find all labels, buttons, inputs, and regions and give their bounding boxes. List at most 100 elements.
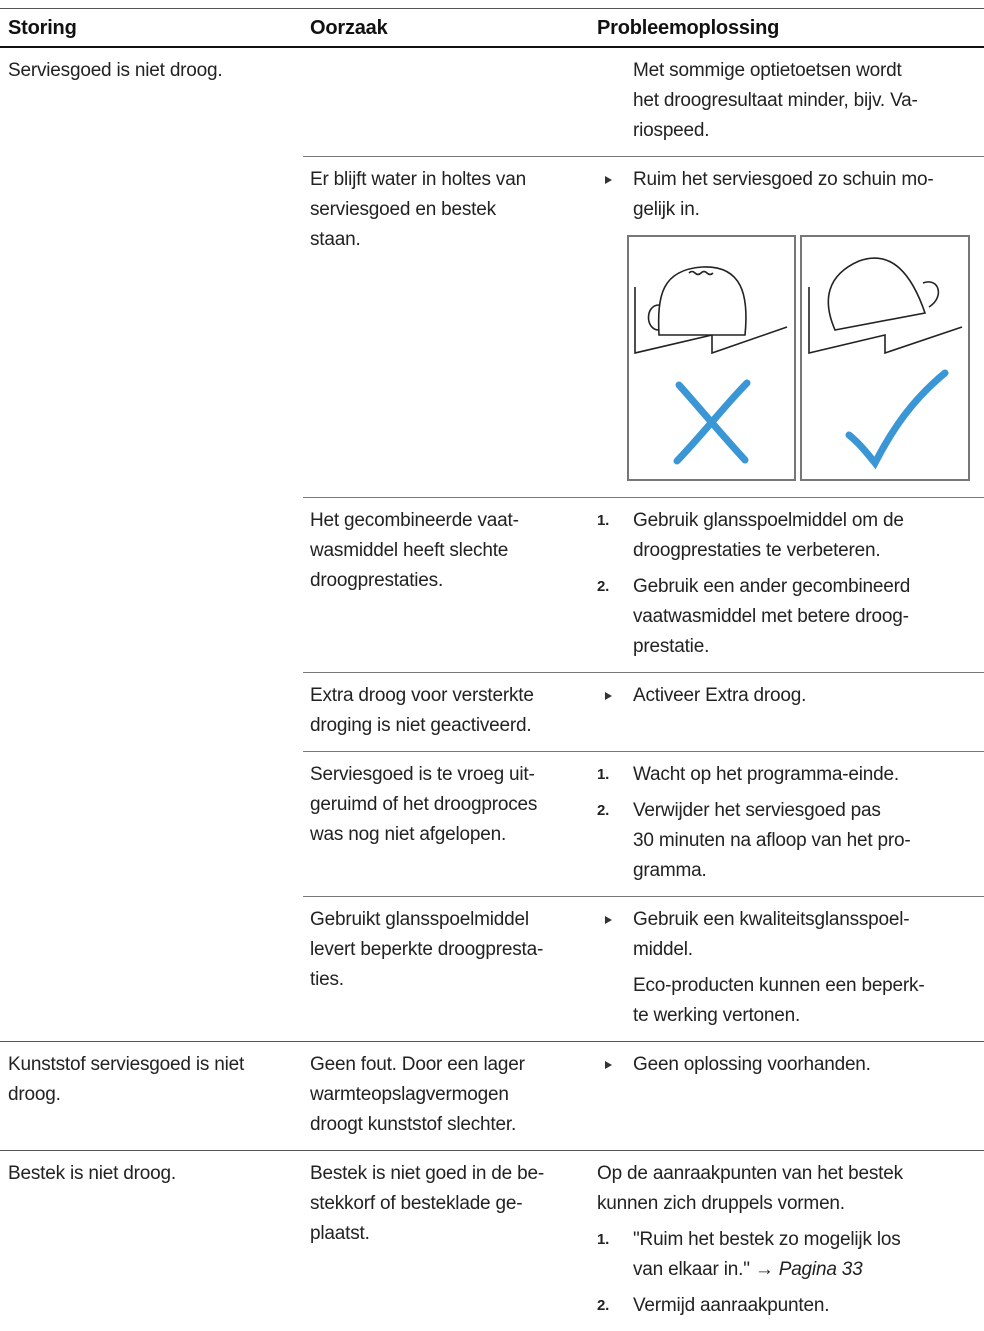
- text-line: droogprestaties.: [310, 570, 444, 591]
- text-line: droogprestaties te verbeteren.: [633, 540, 881, 561]
- header-cell: Probleemoplossing: [597, 17, 780, 39]
- text-line: middel.: [633, 939, 693, 960]
- oorzaak-cell: Bestek is niet goed in de be-stekkorf of…: [303, 1151, 597, 1331]
- oplossing-cell: Op de aanraakpunten van het bestek kunnen…: [597, 1151, 984, 1331]
- text-line: kunnen zich druppels vormen.: [597, 1193, 845, 1214]
- text-line: Gebruik een ander gecombineerd: [633, 576, 911, 597]
- storing-cell: Serviesgoed is niet droog.: [0, 48, 303, 1041]
- text-line: Bestek is niet goed in de be-: [310, 1163, 544, 1184]
- cause-row: Het gecombineerde vaat-wasmiddel heeft s…: [303, 497, 984, 672]
- text-line: geruimd of het droogproces: [310, 794, 538, 815]
- oorzaak-cell: Het gecombineerde vaat-wasmiddel heeft s…: [303, 498, 597, 672]
- storing-cell: Bestek is niet droog.: [0, 1151, 303, 1331]
- table-row: Bestek is niet droog. Bestek is niet goed…: [0, 1150, 984, 1331]
- cause-row: Gebruikt glansspoelmiddel levert beperkte…: [303, 896, 984, 1041]
- bullet-item: Activeer Extra droog.: [597, 681, 984, 711]
- text-line: Gebruikt glansspoelmiddel: [310, 909, 529, 930]
- text-line: droog.: [8, 1084, 61, 1105]
- text-line: Eco-producten kunnen een beperk-: [633, 975, 925, 996]
- text-line: prestatie.: [633, 636, 710, 657]
- step-number: 2.: [597, 1297, 610, 1314]
- text-line: levert beperkte droogpresta-: [310, 939, 544, 960]
- text-line: het droogresultaat minder, bijv. Va-: [633, 90, 918, 111]
- step-item: 1. Wacht op het programma-einde.: [597, 760, 984, 790]
- figure: [597, 231, 984, 487]
- step-item: 2. Verwijder het serviesgoed pas 30 minute…: [597, 796, 984, 886]
- illustration: [627, 235, 970, 481]
- oplossing-cell: Geen oplossing voorhanden.: [597, 1042, 984, 1150]
- text-line: Geen fout. Door een lager: [310, 1054, 525, 1075]
- text-line: Wacht op het programma-einde.: [633, 764, 899, 785]
- cause-list: Bestek is niet goed in de be-stekkorf of…: [303, 1151, 984, 1331]
- cause-list: Met sommige optietoetsen wordt het droogr…: [303, 48, 984, 1041]
- oorzaak-cell: Er blijft water in holtes van serviesgoed…: [303, 157, 597, 497]
- oplossing-cell: 1. Gebruik glansspoelmiddel om de droogpre…: [597, 498, 984, 672]
- text-line: Serviesgoed is te vroeg uit-: [310, 764, 535, 785]
- table-row: Kunststof serviesgoed is niet droog. Geen …: [0, 1041, 984, 1150]
- text-line: ties.: [310, 969, 344, 990]
- text-line: droging is niet geactiveerd.: [310, 715, 532, 736]
- text-line: stekkorf of besteklade ge-: [310, 1193, 523, 1214]
- step-number: 1.: [597, 512, 610, 529]
- oplossing-cell: Activeer Extra droog.: [597, 673, 984, 751]
- step-number: 2.: [597, 802, 610, 819]
- text-line: Het gecombineerde vaat-: [310, 510, 519, 531]
- text-line: serviesgoed en bestek: [310, 199, 496, 220]
- step-number: 2.: [597, 578, 610, 595]
- oorzaak-cell: Geen fout. Door een lager warmteopslagver…: [303, 1042, 597, 1150]
- cause-row: Er blijft water in holtes van serviesgoed…: [303, 156, 984, 497]
- cause-list: Geen fout. Door een lager warmteopslagver…: [303, 1042, 984, 1150]
- oorzaak-cell: [303, 48, 597, 156]
- text-line: staan.: [310, 229, 361, 250]
- oorzaak-cell: Gebruikt glansspoelmiddel levert beperkte…: [303, 897, 597, 1041]
- text-line: Serviesgoed is niet droog.: [8, 60, 223, 81]
- text-line: wasmiddel heeft slechte: [310, 540, 509, 561]
- storing-cell: Kunststof serviesgoed is niet droog.: [0, 1042, 303, 1150]
- text-line: was nog niet afgelopen.: [310, 824, 507, 845]
- text-line: Met sommige optietoetsen wordt: [633, 60, 902, 81]
- oplossing-cell: Gebruik een kwaliteitsglansspoel-middel.…: [597, 897, 984, 1041]
- text-line: Geen oplossing voorhanden.: [633, 1054, 871, 1075]
- text-line: plaatst.: [310, 1223, 370, 1244]
- text-line: vaatwasmiddel met betere droog-: [633, 606, 909, 627]
- cause-row: Extra droog voor versterkte droging is ni…: [303, 672, 984, 751]
- text-line: Ruim het serviesgoed zo schuin mo-: [633, 169, 934, 190]
- text-line: Gebruik glansspoelmiddel om de: [633, 510, 904, 531]
- para-item: Op de aanraakpunten van het bestek kunnen…: [597, 1159, 984, 1219]
- page-reference: Pagina 33: [778, 1259, 863, 1280]
- oplossing-cell: 1. Wacht op het programma-einde. 2. Verwijd…: [597, 752, 984, 896]
- table-row: Serviesgoed is niet droog. Met sommige op…: [0, 48, 984, 1041]
- text-line: Op de aanraakpunten van het bestek: [597, 1163, 903, 1184]
- text-line: 30 minuten na afloop van het pro-: [633, 830, 911, 851]
- text-line: Verwijder het serviesgoed pas: [633, 800, 881, 821]
- oplossing-cell: Met sommige optietoetsen wordt het droogr…: [597, 48, 984, 156]
- text-line: Extra droog voor versterkte: [310, 685, 534, 706]
- bullet-item: Ruim het serviesgoed zo schuin mo-gelijk…: [597, 165, 984, 225]
- oorzaak-cell: Serviesgoed is te vroeg uit-geruimd of h…: [303, 752, 597, 896]
- step-item: 1. Gebruik glansspoelmiddel om de droogpre…: [597, 506, 984, 566]
- step-number: 1.: [597, 766, 610, 783]
- text-line: gelijk in.: [633, 199, 700, 220]
- text-line: te werking vertonen.: [633, 1005, 801, 1026]
- text-line: Gebruik een kwaliteitsglansspoel-: [633, 909, 910, 930]
- oorzaak-cell: Extra droog voor versterkte droging is ni…: [303, 673, 597, 751]
- note-item: Eco-producten kunnen een beperk-te werki…: [597, 971, 984, 1031]
- step-item: 2. Vermijd aanraakpunten.: [597, 1291, 984, 1321]
- text-line: Kunststof serviesgoed is niet: [8, 1054, 245, 1075]
- text-line: Bestek is niet droog.: [8, 1163, 176, 1184]
- header-cell: Oorzaak: [310, 17, 388, 39]
- cause-row: Met sommige optietoetsen wordt het droogr…: [303, 48, 984, 156]
- text-line: van elkaar in." → Pagina 33: [633, 1259, 863, 1280]
- text-line: Vermijd aanraakpunten.: [633, 1295, 830, 1316]
- text-line: riospeed.: [633, 120, 710, 141]
- bullet-item: Geen oplossing voorhanden.: [597, 1050, 984, 1080]
- text-line: gramma.: [633, 860, 707, 881]
- text-line: warmteopslagvermogen: [310, 1084, 509, 1105]
- header-cell: Storing: [8, 17, 77, 39]
- text-line: Activeer Extra droog.: [633, 685, 807, 706]
- step-item: 2. Gebruik een ander gecombineerd vaatwasm…: [597, 572, 984, 662]
- cause-row: Geen fout. Door een lager warmteopslagver…: [303, 1042, 984, 1150]
- note-item: Met sommige optietoetsen wordt het droogr…: [597, 56, 984, 146]
- text-line: Er blijft water in holtes van: [310, 169, 526, 190]
